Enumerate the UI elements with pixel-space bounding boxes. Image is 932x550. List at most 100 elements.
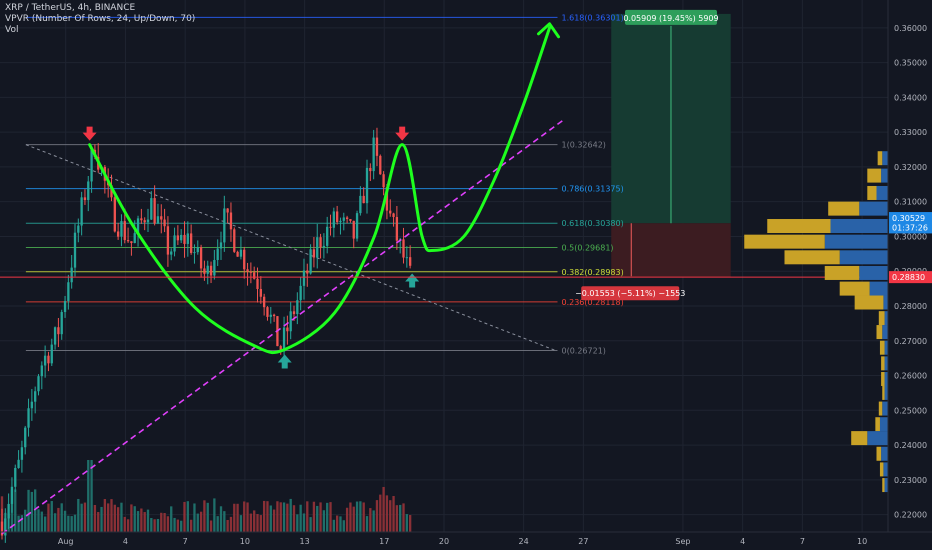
price-tick-label: 0.27000 [894,337,927,346]
vp-row-up [869,281,888,296]
vp-row-up [884,356,888,371]
vp-row-down [881,372,885,387]
time-tick-label: 10 [857,537,867,546]
volume-bar [67,515,70,532]
candle-body [7,503,10,519]
candle-body [143,220,146,223]
time-tick-label: Aug [58,537,74,546]
volume-bar [27,489,30,532]
vp-row-up [882,401,888,416]
candle-body [30,401,34,409]
volume-bar [312,501,316,532]
candle-body [322,245,326,248]
volume-bar [233,503,236,532]
volume-bar [256,514,259,532]
volume-bar [292,505,296,532]
candle-body [186,233,189,244]
price-tick-label: 0.35000 [894,59,927,68]
volume-bar [266,501,269,532]
candle-body [17,459,20,468]
vp-row-down [876,446,882,461]
volume-bar [339,516,342,532]
candle-body [146,219,150,223]
price-tag-box [889,271,932,284]
candle-body [272,314,276,317]
vp-row-up [879,417,888,432]
volume-bar [166,516,170,532]
volume-bar [133,506,136,532]
candle-body [279,346,282,352]
volume-bar [223,511,226,532]
vp-row-down [878,311,885,326]
candle-body [302,270,306,286]
candle-body [24,427,27,448]
candle-body [43,355,47,366]
candle-body [50,344,53,364]
candle-body [196,247,199,253]
volume-bar [156,518,160,532]
candle-body [113,197,116,232]
price-tag-label: 01:37:26 [892,223,928,232]
candle-body [329,226,332,228]
volume-bar [372,510,375,532]
price-tick-label: 0.23000 [894,476,927,485]
vp-row-up [882,325,888,340]
time-tick-label: 27 [578,537,588,546]
candle-body [136,218,140,234]
volume-bar [229,516,233,532]
candle-body [243,249,246,270]
vp-row-up [876,185,888,200]
vp-row-down [851,431,868,446]
volume-bar [43,516,47,532]
vp-row-up [881,168,888,183]
candle-body [40,365,43,377]
candle-body [166,226,170,255]
price-tick-label: 0.22000 [894,511,927,520]
volume-profile [744,151,888,493]
price-tick-label: 0.32000 [894,163,927,172]
candle-body [332,211,335,228]
candle-body [405,257,408,259]
candle-body [203,268,206,274]
price-tick-label: 0.30000 [894,232,927,241]
candle-body [395,217,399,241]
candle-body [269,314,272,317]
vp-row-down [881,356,885,371]
volume-bar [103,499,107,532]
volume-bar [186,501,189,532]
volume-bar [57,507,60,532]
candle-body [14,467,17,487]
volume-bar [286,503,289,532]
volume-bar [110,499,113,532]
candle-body [123,221,126,241]
candle-body [57,327,60,335]
volume-bar [120,502,123,532]
candle-body [87,181,90,201]
candle-body [349,219,352,221]
time-tick-label: 20 [439,537,449,546]
volume-bar [14,489,17,532]
vp-row-down [882,385,885,400]
candle-body [133,233,136,244]
volume-bar [140,508,143,532]
time-tick-label: 7 [800,537,805,546]
vp-row-up [884,478,888,493]
volume-bar [60,503,63,532]
volume-bar [146,509,150,532]
vp-row-up [884,311,888,326]
volume-bar [342,520,345,532]
volume-bar [262,500,266,532]
candle-body [120,221,123,237]
volume-bar [392,496,395,532]
vp-row-up [859,265,888,280]
candle-body [246,269,249,272]
volume-bar [296,514,299,532]
candle-body [130,241,133,244]
volume-bar [203,500,206,532]
candle-body [379,155,382,175]
volume-bar [83,502,87,532]
candle-body [385,187,389,211]
fibonacci-levels: 1(0.32642) 0.786(0.31375) 0.618(0.30380) 0.… [25,13,624,355]
fib-level-label: 0.236(0.28118) [561,298,623,307]
